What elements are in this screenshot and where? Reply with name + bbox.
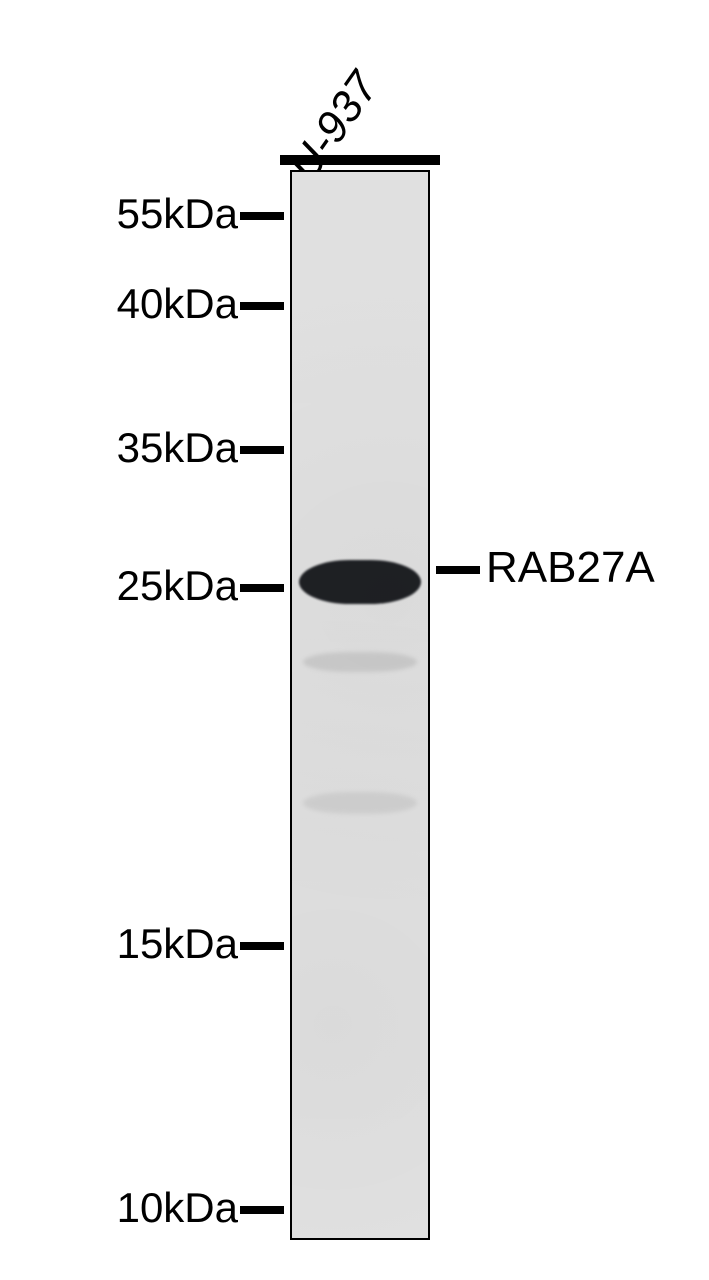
target-tick <box>436 566 480 574</box>
marker-tick <box>240 302 284 310</box>
marker-label: 15kDa <box>18 920 238 968</box>
faint-band-2 <box>303 792 417 814</box>
faint-band-1 <box>303 652 417 672</box>
marker-tick <box>240 446 284 454</box>
marker-label: 35kDa <box>18 424 238 472</box>
western-blot-figure: U-937 55kDa40kDa35kDa25kDa15kDa10kDa RAB… <box>0 0 709 1280</box>
marker-tick <box>240 1206 284 1214</box>
marker-tick <box>240 942 284 950</box>
marker-label: 40kDa <box>18 280 238 328</box>
lane-label-underline <box>280 155 440 165</box>
marker-label: 55kDa <box>18 190 238 238</box>
lane-texture <box>292 172 428 1238</box>
target-label: RAB27A <box>486 543 655 593</box>
marker-tick <box>240 584 284 592</box>
marker-tick <box>240 212 284 220</box>
protein-band-rab27a <box>299 560 421 604</box>
marker-label: 10kDa <box>18 1184 238 1232</box>
marker-label: 25kDa <box>18 562 238 610</box>
gel-lane <box>290 170 430 1240</box>
